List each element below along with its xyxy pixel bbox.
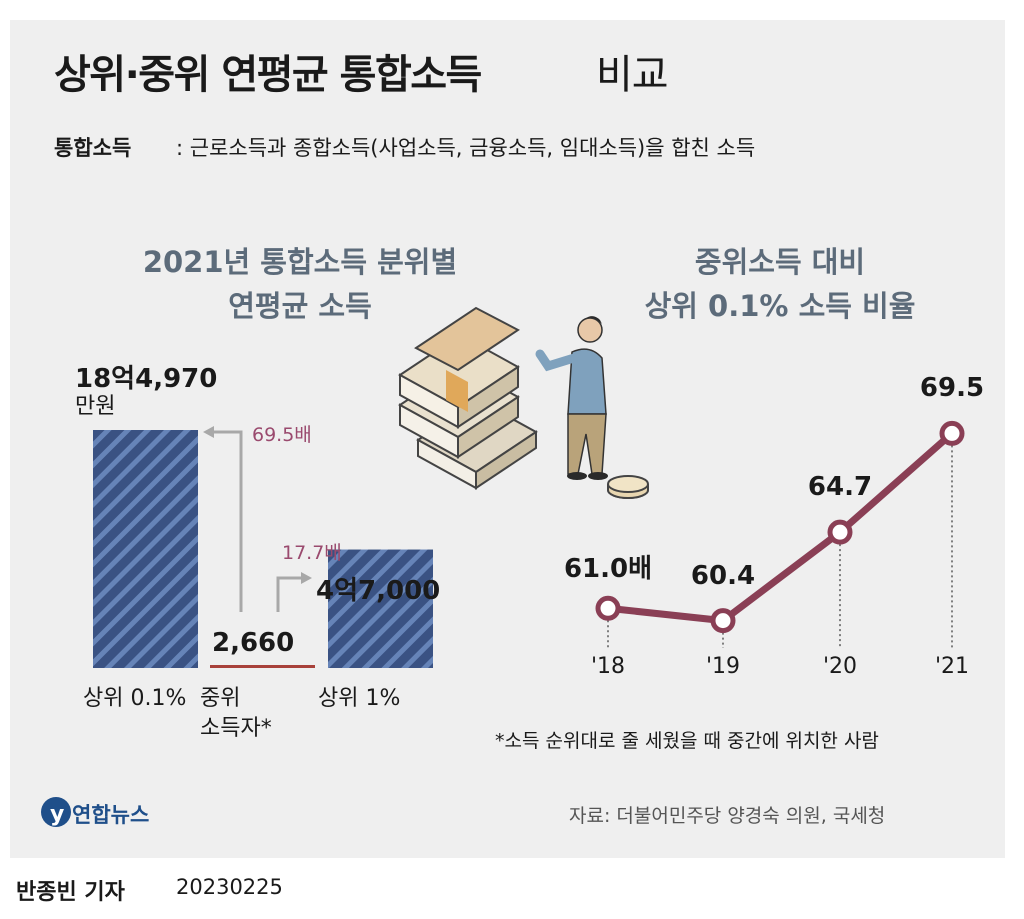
- person-illustration: [535, 316, 608, 480]
- data-point: [827, 519, 853, 545]
- bar-unit: 만원: [75, 394, 116, 419]
- money-stack-illustration: [398, 306, 538, 490]
- yonhap-logo-text: 연합뉴스: [72, 803, 150, 827]
- bar-top-1: [328, 549, 433, 668]
- page-title-suffix: 비교: [596, 52, 669, 98]
- data-point: [939, 420, 965, 446]
- point-label: 64.7: [807, 472, 873, 503]
- arrowhead-top-0.1: [203, 426, 214, 438]
- multiplier-top-0.1: 69.5배: [252, 424, 312, 446]
- point-label: 61.0배: [563, 554, 653, 585]
- byline-date: 20230225: [176, 875, 283, 899]
- bar-chart-title: 2021년 통합소득 분위별 연평균 소득: [60, 240, 540, 328]
- line-chart-title-line-2: 상위 0.1% 소득 비율: [644, 289, 916, 323]
- bar-value-top-1: 4억7,000: [316, 576, 441, 606]
- data-point: [595, 595, 621, 621]
- bar-top-0.1: [93, 430, 198, 668]
- line-chart-title: 중위소득 대비 상위 0.1% 소득 비율: [560, 240, 1000, 328]
- year-tick-label: '18: [590, 654, 626, 679]
- page-title: 상위·중위 연평균 통합소득: [54, 52, 482, 98]
- category-label: 상위 0.1%: [83, 686, 187, 711]
- definition-text: : 근로소득과 종합소득(사업소득, 금융소득, 임대소득)을 합친 소득: [176, 136, 756, 160]
- bar-chart-title-line-1: 2021년 통합소득 분위별: [142, 245, 458, 279]
- bar-median: [210, 665, 315, 668]
- definition-label: 통합소득: [54, 136, 132, 160]
- footnote: *소득 순위대로 줄 세웠을 때 중간에 위치한 사람: [495, 730, 879, 752]
- line-chart-title-line-1: 중위소득 대비: [694, 245, 866, 279]
- category-label: 상위 1%: [318, 686, 401, 711]
- point-label: 60.4: [690, 560, 756, 591]
- year-tick-label: '19: [705, 654, 741, 679]
- byline-name: 반종빈 기자: [16, 880, 125, 905]
- coin-illustration: [607, 475, 649, 499]
- arrow-to-top-1: [276, 576, 305, 612]
- category-label: 소득자*: [200, 716, 272, 741]
- arrowhead-top-1: [301, 572, 312, 584]
- data-point: [710, 608, 736, 634]
- bar-value-median: 2,660: [212, 628, 295, 658]
- ratio-series-line: [607, 430, 955, 625]
- arrow-to-top-0.1: [210, 430, 243, 612]
- point-label: 69.5: [919, 373, 985, 404]
- bar-value-top-0.1: 18억4,970: [75, 364, 218, 394]
- source-credit: 자료: 더불어민주당 양경숙 의원, 국세청: [569, 805, 886, 827]
- multiplier-top-1: 17.7배: [282, 542, 342, 564]
- year-tick-label: '20: [822, 654, 858, 679]
- category-label: 중위: [200, 686, 241, 711]
- year-tick-label: '21: [934, 654, 970, 679]
- money-and-person-illustration: [398, 306, 649, 499]
- bar-chart-title-line-2: 연평균 소득: [228, 289, 372, 323]
